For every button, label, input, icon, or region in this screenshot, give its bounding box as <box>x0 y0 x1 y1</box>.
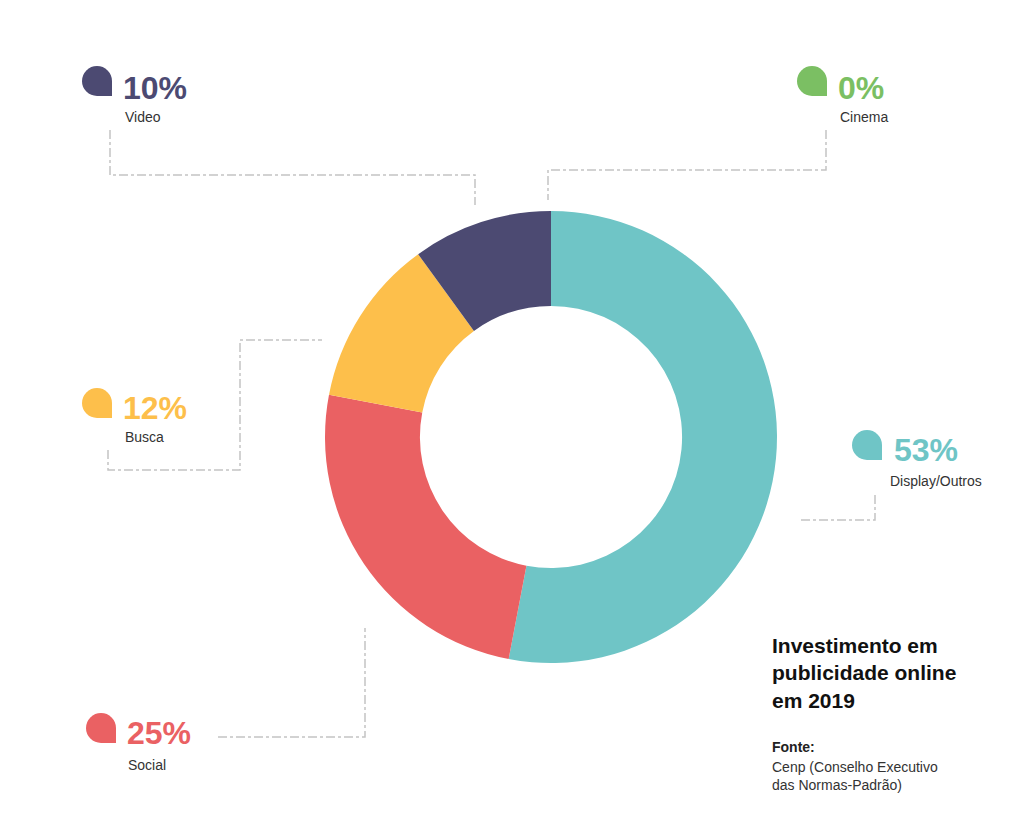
svg-text:Busca: Busca <box>125 429 164 445</box>
svg-text:Display/Outros: Display/Outros <box>890 473 982 489</box>
svg-text:0%: 0% <box>838 70 884 106</box>
svg-text:Social: Social <box>128 757 166 773</box>
svg-text:25%: 25% <box>127 715 191 751</box>
svg-text:Cinema: Cinema <box>840 109 888 125</box>
svg-text:Investimento empublicidade onl: Investimento empublicidade onlineem 2019 <box>772 634 956 712</box>
svg-text:Cenp (Conselho Executivodas No: Cenp (Conselho Executivodas Normas-Padrã… <box>772 759 938 793</box>
svg-text:10%: 10% <box>123 70 187 106</box>
svg-text:12%: 12% <box>123 390 187 426</box>
svg-text:Fonte:: Fonte: <box>772 739 815 755</box>
svg-text:Video: Video <box>125 109 161 125</box>
svg-text:53%: 53% <box>894 432 958 468</box>
